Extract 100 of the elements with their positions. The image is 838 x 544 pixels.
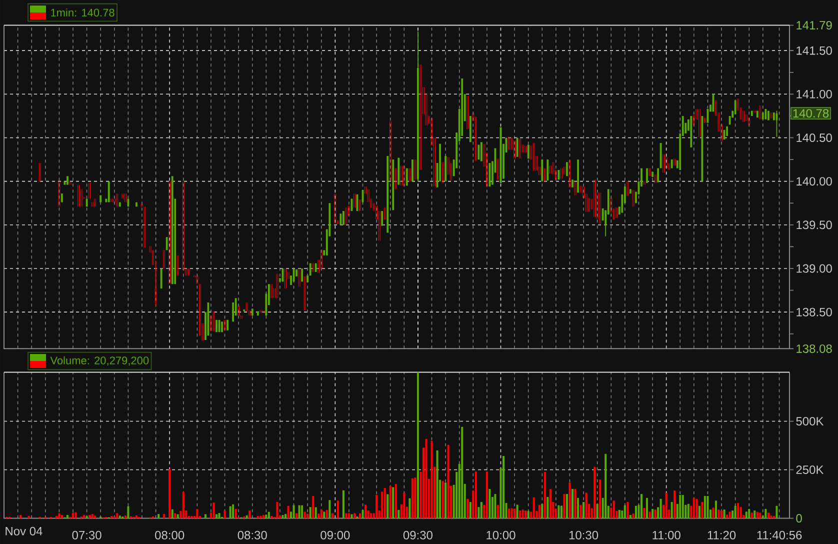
bar [298, 505, 300, 518]
bar [759, 512, 762, 518]
bar [488, 488, 491, 518]
bar [60, 514, 63, 518]
bar [304, 512, 306, 518]
bar [248, 510, 251, 518]
bar [292, 505, 295, 518]
bar [224, 510, 226, 518]
bar [734, 506, 736, 518]
y-tick-label: 141.00 [796, 90, 832, 98]
x-tick-label: 11:40:56 [757, 530, 802, 540]
bar [287, 506, 290, 518]
bar [466, 498, 469, 518]
candlestick [124, 194, 126, 202]
bar [276, 502, 278, 518]
bar [580, 504, 582, 518]
bar [94, 516, 96, 518]
bar [704, 496, 706, 518]
bar [674, 490, 676, 518]
bar [754, 510, 756, 518]
bar [585, 492, 588, 518]
candlestick [599, 192, 602, 224]
candlestick [450, 163, 452, 180]
bar [726, 514, 728, 518]
candlestick [354, 194, 356, 208]
bar [28, 516, 30, 518]
bar [770, 516, 772, 518]
bar [728, 512, 731, 518]
bar [116, 513, 118, 518]
candlestick [370, 198, 372, 208]
bar [392, 487, 394, 518]
bar [442, 481, 444, 518]
bar [376, 494, 378, 518]
candlestick [88, 183, 91, 199]
bar [772, 516, 775, 518]
bar [566, 494, 568, 518]
bar [381, 492, 384, 518]
bar [646, 498, 648, 518]
bar [634, 506, 637, 518]
bar [386, 494, 389, 518]
bar [118, 516, 121, 518]
bar [480, 502, 482, 518]
bar [425, 438, 428, 518]
candlestick [359, 200, 361, 211]
bar [701, 502, 704, 518]
bar [83, 514, 86, 518]
candlestick [163, 250, 166, 268]
candlestick [508, 136, 510, 150]
bar [342, 490, 344, 518]
bar [514, 508, 516, 518]
bar [158, 514, 160, 518]
y-tick-label: 140.50 [796, 133, 832, 142]
candlestick [554, 170, 557, 180]
bar [348, 513, 350, 518]
candlestick [549, 166, 552, 174]
y-tick-label: 138.08 [796, 344, 832, 353]
bar [652, 508, 654, 518]
bar [706, 496, 709, 518]
bar [394, 484, 397, 518]
bar [577, 498, 580, 518]
bar [599, 480, 602, 518]
y-tick-label: 250K [796, 466, 824, 474]
bar [748, 508, 750, 518]
bar [494, 494, 496, 518]
bar [215, 514, 218, 518]
bar [527, 510, 530, 518]
bar [135, 515, 138, 518]
bar [204, 514, 206, 518]
candlestick [262, 310, 264, 313]
bar [618, 510, 620, 518]
bar [326, 510, 328, 518]
candlestick [336, 220, 339, 224]
bar [260, 516, 262, 518]
candlestick [519, 138, 522, 159]
bar [301, 505, 304, 518]
candlestick [474, 116, 477, 162]
bar [660, 498, 662, 518]
bar [72, 512, 74, 518]
bar [182, 492, 184, 518]
candlestick [198, 284, 201, 336]
bar [696, 498, 698, 518]
y-tick-label: 140.00 [796, 177, 832, 186]
bar [643, 508, 646, 518]
bar [384, 488, 386, 518]
candlestick [274, 288, 276, 298]
bar [692, 498, 695, 518]
bar [110, 516, 113, 518]
candlestick [544, 168, 546, 182]
candlestick [530, 146, 532, 160]
bar [55, 516, 58, 518]
bar [408, 498, 411, 518]
bar [350, 514, 353, 518]
bar [256, 516, 259, 518]
candlestick [497, 158, 499, 180]
bar [314, 507, 317, 518]
x-tick-label: 11:20 [708, 530, 736, 540]
bar [612, 500, 615, 518]
bar [370, 513, 372, 518]
x-tick-label: 07:30 [72, 530, 102, 540]
bar [246, 515, 248, 518]
